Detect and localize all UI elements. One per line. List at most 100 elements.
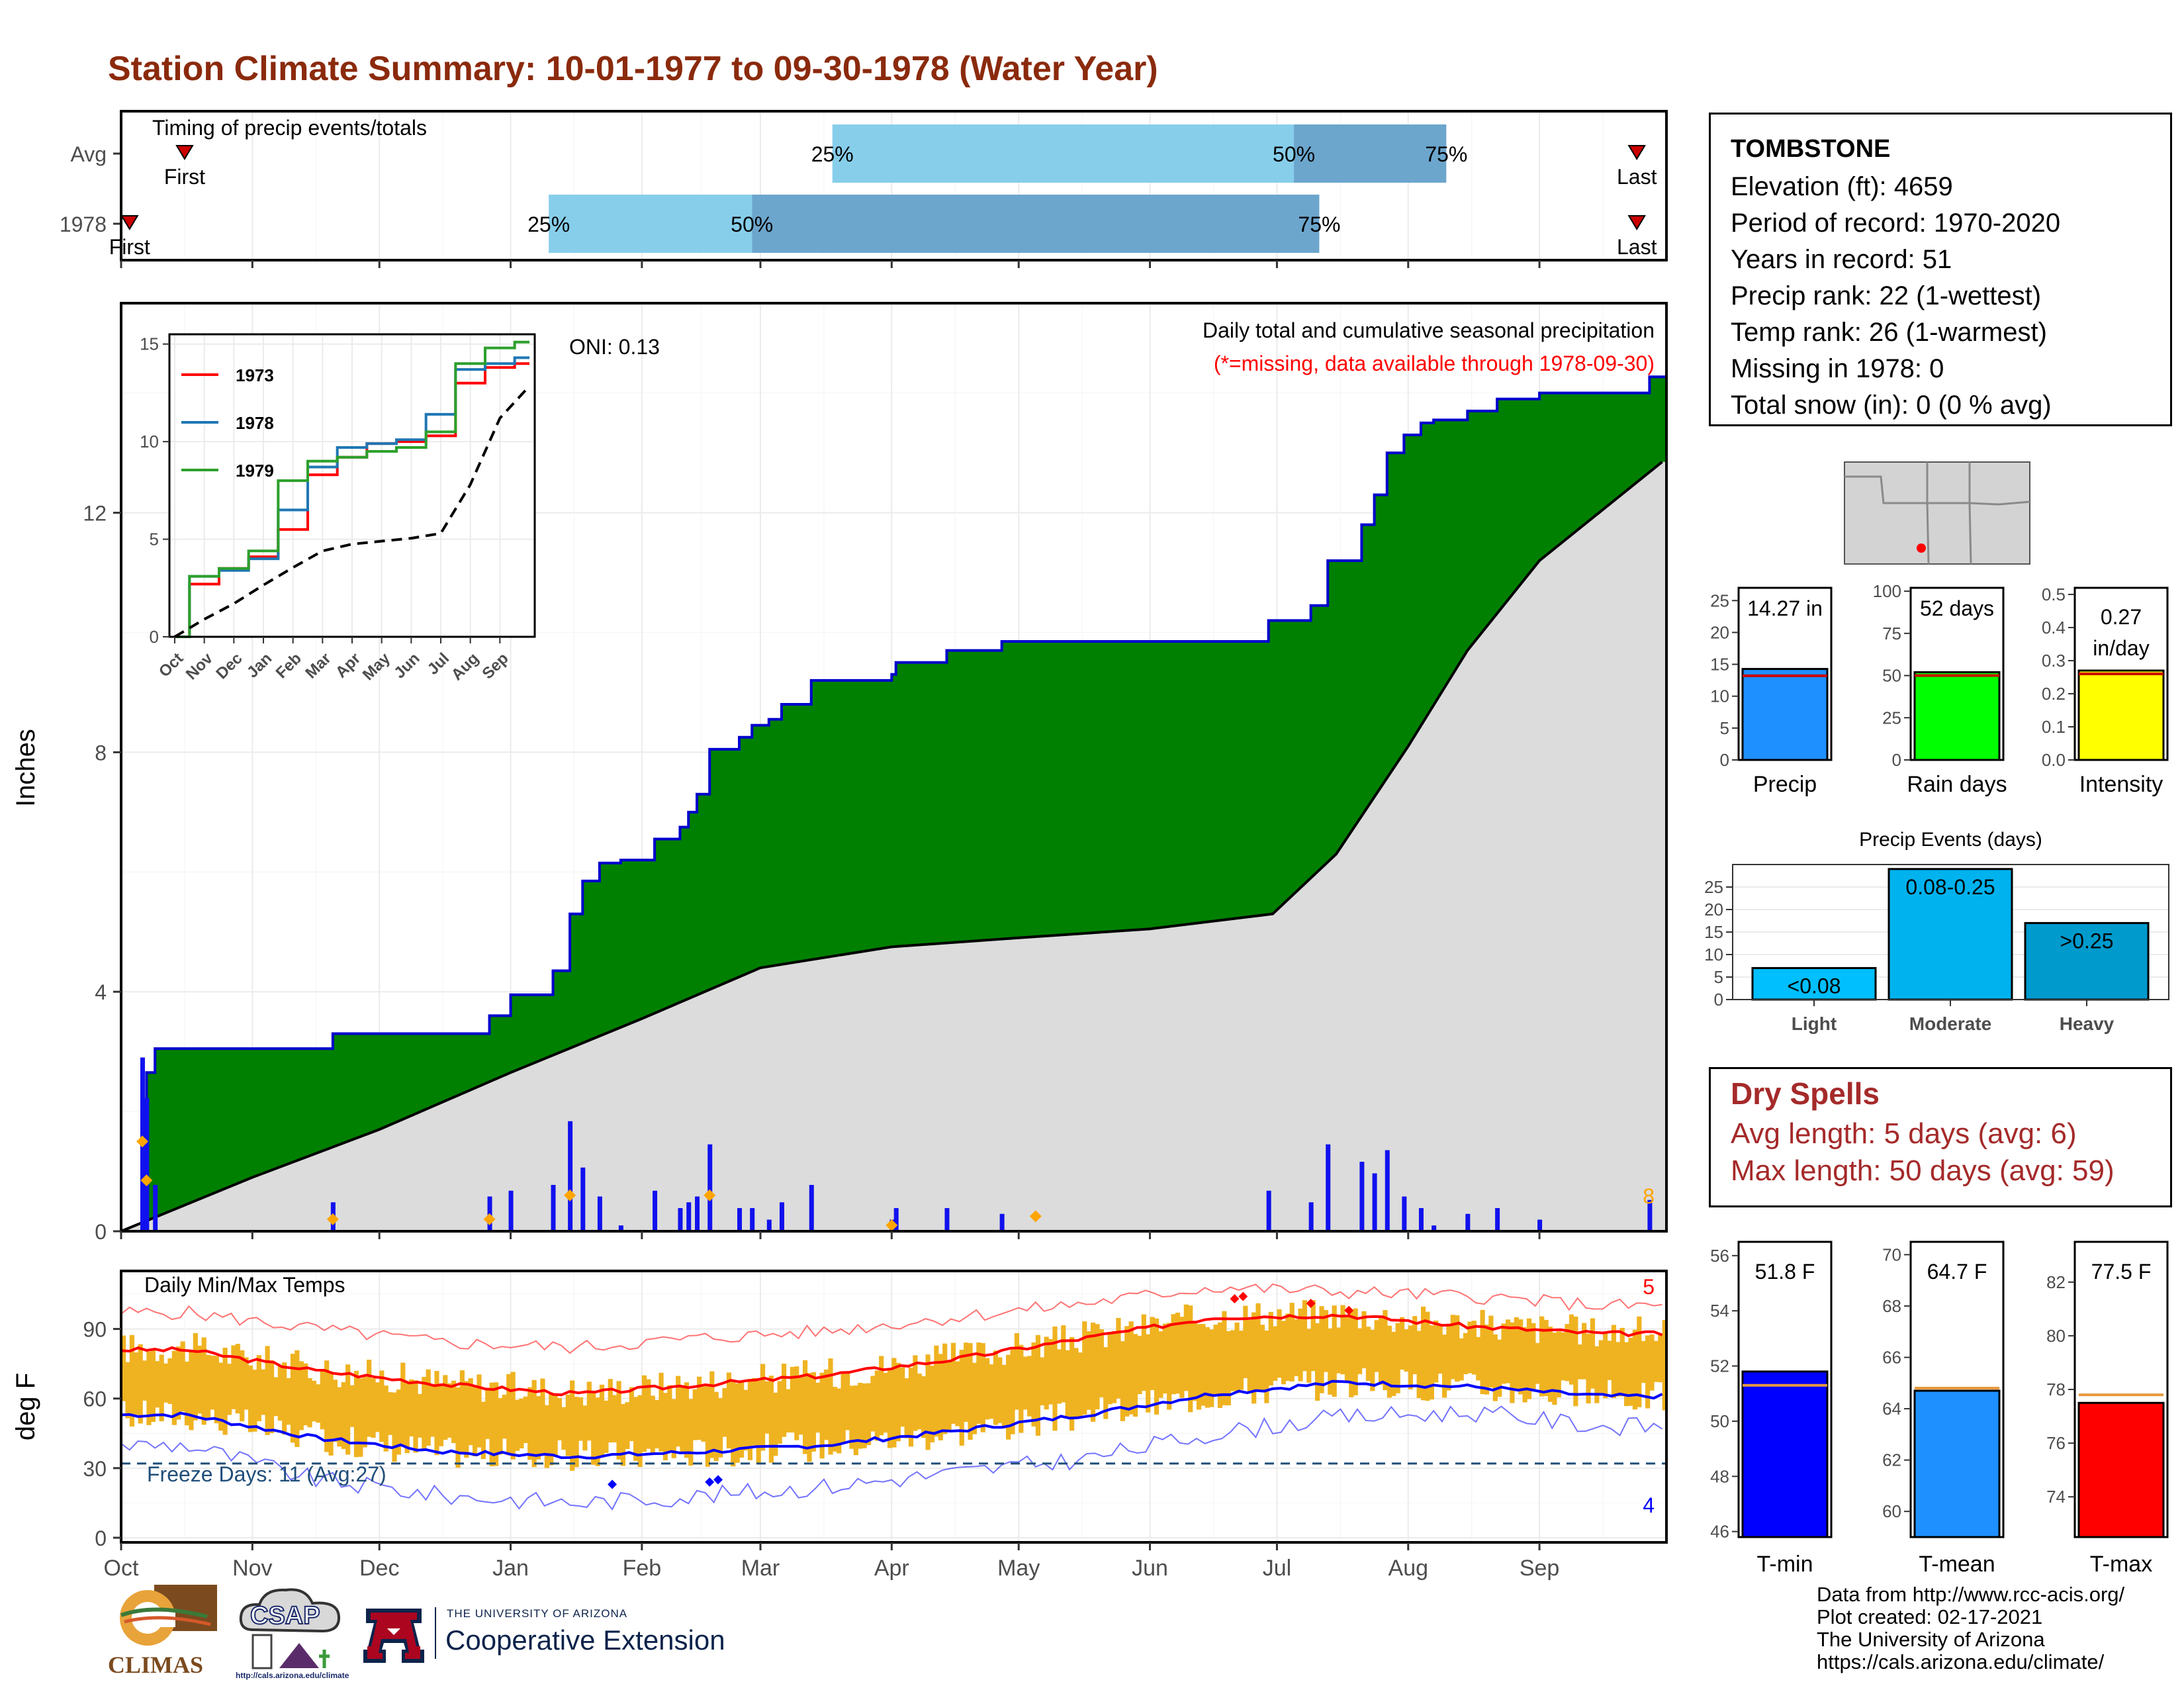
daily-temp-bar <box>506 1374 512 1456</box>
summary-bar-value: 0.27 <box>2101 605 2142 629</box>
dry-spells-box: Dry Spells Avg length: 5 days (avg: 6) M… <box>1709 1067 2172 1207</box>
timing-last-marker-label: Last <box>1617 165 1657 189</box>
daily-precip-bar <box>1537 1219 1543 1231</box>
record-high-marker <box>1306 1299 1316 1309</box>
summary-bar-value: 52 days <box>1920 596 1994 620</box>
daily-temp-bar <box>1124 1326 1130 1417</box>
daily-temp-bar <box>1637 1316 1642 1407</box>
daily-temp-bar <box>142 1360 148 1401</box>
daily-temp-bar <box>709 1371 715 1458</box>
daily-temp-bar <box>362 1376 367 1448</box>
daily-temp-bar <box>1073 1348 1079 1419</box>
daily-temp-bar <box>790 1366 795 1433</box>
daily-temp-bar <box>1264 1330 1269 1403</box>
temp-summary-y-tick-label: 78 <box>2046 1380 2066 1399</box>
daily-temp-bar <box>189 1352 194 1430</box>
avg-min-line <box>120 1380 1663 1460</box>
daily-temp-bar <box>472 1386 478 1457</box>
daily-temp-bar <box>1255 1303 1261 1391</box>
daily-temp-bar <box>468 1378 473 1446</box>
daily-temp-bar <box>1234 1322 1240 1393</box>
daily-temp-bar <box>1522 1327 1527 1403</box>
daily-temp-bar <box>1344 1316 1350 1383</box>
daily-precip-bar <box>999 1213 1005 1231</box>
month-tick-label: Feb <box>623 1556 662 1581</box>
daily-temp-bar <box>1611 1325 1617 1399</box>
daily-precip-bar <box>686 1202 692 1231</box>
freeze-days-label: Freeze Days: 11 (Avg:27) <box>147 1462 387 1486</box>
daily-temp-bar <box>549 1392 554 1466</box>
daily-temp-bar <box>731 1381 736 1467</box>
daily-temp-bar <box>1281 1321 1287 1385</box>
daily-temp-bar <box>443 1375 448 1440</box>
daily-temp-bar <box>659 1372 664 1452</box>
daily-temp-bar <box>1019 1344 1024 1433</box>
temp-y-tick-label: 30 <box>83 1457 107 1481</box>
daily-temp-bar <box>895 1362 901 1442</box>
daily-temp-bar <box>1310 1300 1316 1372</box>
daily-temp-bar <box>1573 1316 1578 1407</box>
daily-precip-bar <box>737 1208 742 1231</box>
daily-temp-bar <box>1425 1311 1430 1401</box>
station-info-box: TOMBSTONE Elevation (ft): 4659 Period of… <box>1709 113 2172 426</box>
csap-logo-url: http://cals.arizona.edu/climate <box>236 1671 349 1680</box>
daily-precip-bar <box>695 1196 700 1231</box>
daily-temp-bar <box>434 1371 439 1456</box>
daily-temp-bar <box>976 1342 981 1424</box>
summary-bar-y-tick-label: 0.5 <box>2042 585 2066 604</box>
temp-summary-y-tick-label: 52 <box>1710 1356 1729 1376</box>
extreme-precip-marker <box>704 1189 716 1201</box>
daily-temp-bar <box>1107 1334 1113 1405</box>
temp-summary-label: T-min <box>1757 1552 1813 1577</box>
daily-temp-bar <box>1531 1323 1536 1392</box>
daily-temp-bar <box>269 1360 275 1434</box>
daily-temp-bar <box>477 1374 482 1448</box>
daily-temp-bar <box>464 1381 469 1458</box>
inset-legend-label: 1973 <box>236 365 274 385</box>
daily-temp-bar <box>218 1362 224 1431</box>
daily-temp-bar <box>256 1355 261 1422</box>
daily-temp-bar <box>1349 1309 1354 1397</box>
daily-temp-bar <box>1069 1336 1075 1431</box>
timing-bar-25-50 <box>832 124 1295 183</box>
daily-precip-bar <box>153 1185 158 1231</box>
daily-temp-bar <box>946 1362 952 1432</box>
daily-temp-bar <box>853 1385 858 1456</box>
daily-temp-bar <box>1586 1333 1591 1404</box>
daily-temp-bar <box>240 1350 245 1422</box>
daily-temp-bar <box>786 1389 791 1432</box>
timing-first-marker-label: First <box>109 235 150 259</box>
oni-label: ONI: 0.13 <box>569 335 660 359</box>
timing-percent-label: 25% <box>527 212 570 236</box>
daily-temp-bar <box>1273 1326 1278 1381</box>
daily-temp-bar <box>980 1342 985 1432</box>
daily-temp-bar <box>1196 1324 1202 1410</box>
daily-temp-bar <box>655 1399 660 1449</box>
daily-temp-bar <box>129 1335 134 1427</box>
inset-legend-label: 1979 <box>236 461 274 481</box>
daily-temp-bar <box>332 1380 338 1442</box>
daily-temp-bar <box>1455 1315 1460 1382</box>
footer-line: The University of Arizona <box>1817 1628 2045 1651</box>
record-low-count: 4 <box>1643 1493 1655 1517</box>
extreme-precip-marker <box>140 1174 153 1187</box>
daily-temp-bar <box>367 1360 372 1437</box>
extreme-count-label: 8 <box>1643 1184 1655 1208</box>
temp-panel-border <box>120 1270 1668 1544</box>
daily-temp-bar <box>633 1397 639 1461</box>
daily-temp-bar <box>1259 1325 1265 1392</box>
month-tick-label: Oct <box>104 1556 139 1581</box>
daily-temp-bar <box>1547 1327 1553 1402</box>
daily-temp-bar <box>226 1364 232 1415</box>
daily-temp-bar <box>844 1372 850 1430</box>
daily-temp-bar <box>1535 1342 1540 1384</box>
daily-temp-bar <box>1433 1320 1439 1383</box>
precip-y-tick-label: 8 <box>95 741 107 765</box>
summary-bar-y-tick-label: 10 <box>1710 686 1729 706</box>
daily-temp-bar <box>311 1380 317 1422</box>
month-tick-label: Sep <box>1520 1556 1560 1581</box>
summary-bar <box>2077 669 2165 761</box>
daily-temp-bar <box>252 1370 257 1432</box>
daily-temp-bar <box>531 1380 537 1468</box>
